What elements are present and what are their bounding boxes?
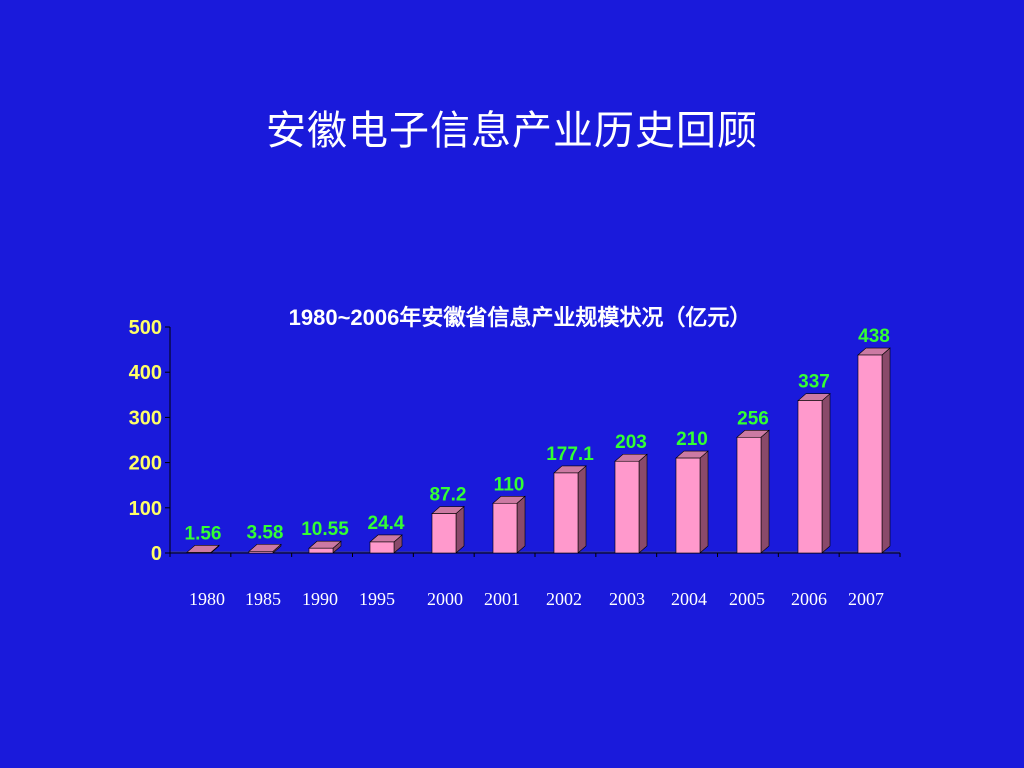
bar [614,460,640,554]
data-label: 210 [676,429,708,450]
data-label: 1.56 [185,523,222,544]
bar [248,551,274,554]
bar-side [699,450,709,554]
x-tick-label: 1990 [302,589,338,609]
bar [492,502,518,554]
y-tick-label: 0 [151,543,162,565]
bar [308,547,334,554]
x-tick-label: 1995 [359,589,395,609]
data-label: 3.58 [247,522,284,543]
bar [857,354,883,554]
bar [431,513,457,554]
data-label: 438 [858,326,890,347]
slide-title: 安徽电子信息产业历史回顾 [266,108,758,154]
bar-side [516,495,526,554]
bar-side [638,453,648,554]
data-label: 110 [494,474,525,495]
y-tick-label: 200 [129,453,162,475]
bar [797,400,823,554]
bar-side [760,429,770,554]
x-tick-label: 2006 [791,589,827,609]
bar-side [577,465,587,554]
bar [369,541,395,554]
bar [186,551,212,554]
x-tick-label: 2002 [546,589,582,609]
y-tick-label: 500 [129,317,162,339]
x-tick-label: 2007 [848,589,884,609]
x-tick-label: 1985 [245,589,281,609]
x-tick-label: 2005 [729,589,765,609]
bar [736,436,762,554]
x-tick-label: 2004 [671,589,707,609]
x-tick-label: 2000 [427,589,463,609]
data-label: 87.2 [430,485,467,506]
data-label: 24.4 [368,513,405,534]
data-label: 337 [798,372,830,393]
data-label: 203 [615,432,647,453]
y-tick-label: 400 [129,362,162,384]
x-tick-label: 1980 [189,589,225,609]
bar-side [455,505,465,554]
y-tick-label: 100 [129,498,162,520]
bar-side [881,347,891,554]
x-tick-label: 2003 [609,589,645,609]
bar [675,457,701,554]
chart-title: 1980~2006年安徽省信息产业规模状况（亿元） [288,305,752,330]
data-label: 177.1 [546,444,594,465]
bar-side [821,393,831,554]
x-tick-label: 2001 [484,589,520,609]
y-tick-label: 300 [129,407,162,429]
bar [553,472,579,554]
data-label: 256 [737,408,769,429]
data-label: 10.55 [301,519,349,540]
